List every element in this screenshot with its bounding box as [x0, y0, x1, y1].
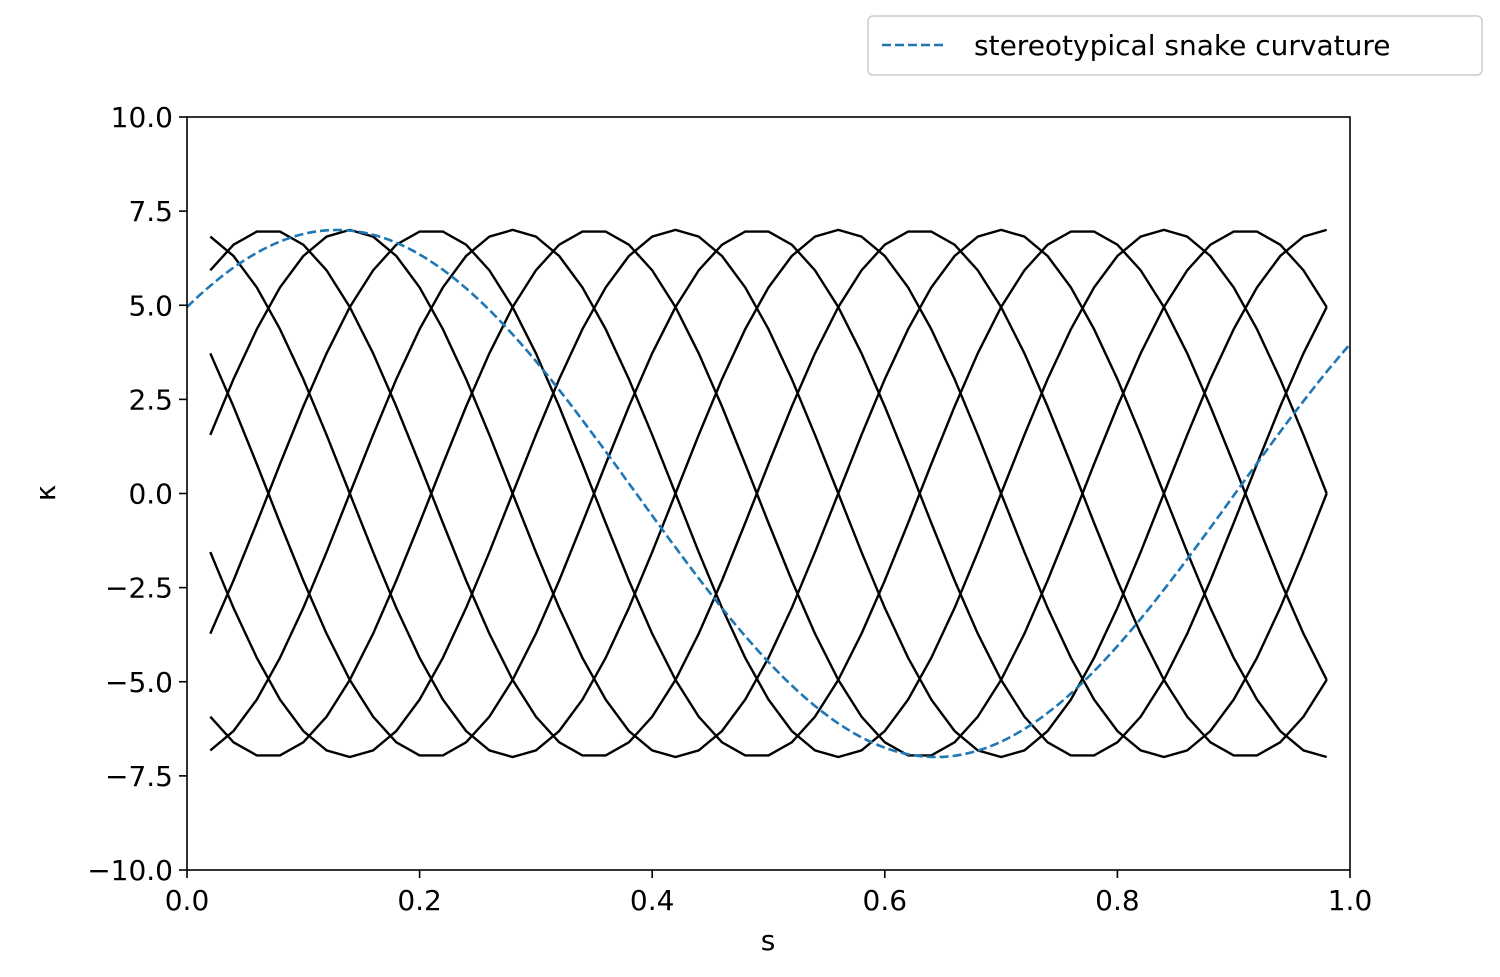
curvature-line-6 [209, 230, 1328, 757]
y-tick-label: 5.0 [128, 289, 173, 322]
reference-layer [186, 228, 1351, 759]
x-axis: 0.0 0.2 0.4 0.6 0.8 1.0 [165, 870, 1373, 917]
x-tick-label: 0.6 [863, 884, 908, 917]
x-tick-label: 0.4 [630, 884, 675, 917]
y-axis: 10.0 7.5 5.0 2.5 0.0 −2.5 −5.0 −7.5 −10.0 [87, 101, 187, 887]
x-axis-label: s [761, 924, 776, 957]
y-tick-label: 2.5 [128, 383, 173, 416]
curvature-line-1 [209, 228, 1328, 759]
reference-curve-line [186, 228, 1351, 759]
y-tick-label: −2.5 [105, 572, 173, 605]
curves-layer [209, 228, 1328, 759]
x-tick-label: 0.8 [1095, 884, 1140, 917]
curvature-line-2 [209, 230, 1328, 757]
x-tick-label: 1.0 [1328, 884, 1373, 917]
curvature-line-3 [209, 228, 1328, 759]
y-tick-label: −10.0 [87, 854, 173, 887]
curvature-line-5 [209, 228, 1328, 759]
x-tick-label: 0.2 [397, 884, 442, 917]
curvature-line-4 [209, 230, 1328, 757]
curvature-line-7 [209, 228, 1328, 759]
legend: stereotypical snake curvature [867, 15, 1483, 76]
legend-entry-label: stereotypical snake curvature [974, 29, 1390, 62]
y-tick-label: 0.0 [128, 478, 173, 511]
x-tick-label: 0.0 [165, 884, 210, 917]
legend-box [867, 15, 1483, 76]
y-tick-label: −5.0 [105, 666, 173, 699]
y-tick-label: −7.5 [105, 760, 173, 793]
y-tick-label: 10.0 [111, 101, 173, 134]
y-tick-label: 7.5 [128, 195, 173, 228]
y-axis-label: κ [29, 485, 62, 502]
curvature-line-8 [209, 230, 1328, 757]
